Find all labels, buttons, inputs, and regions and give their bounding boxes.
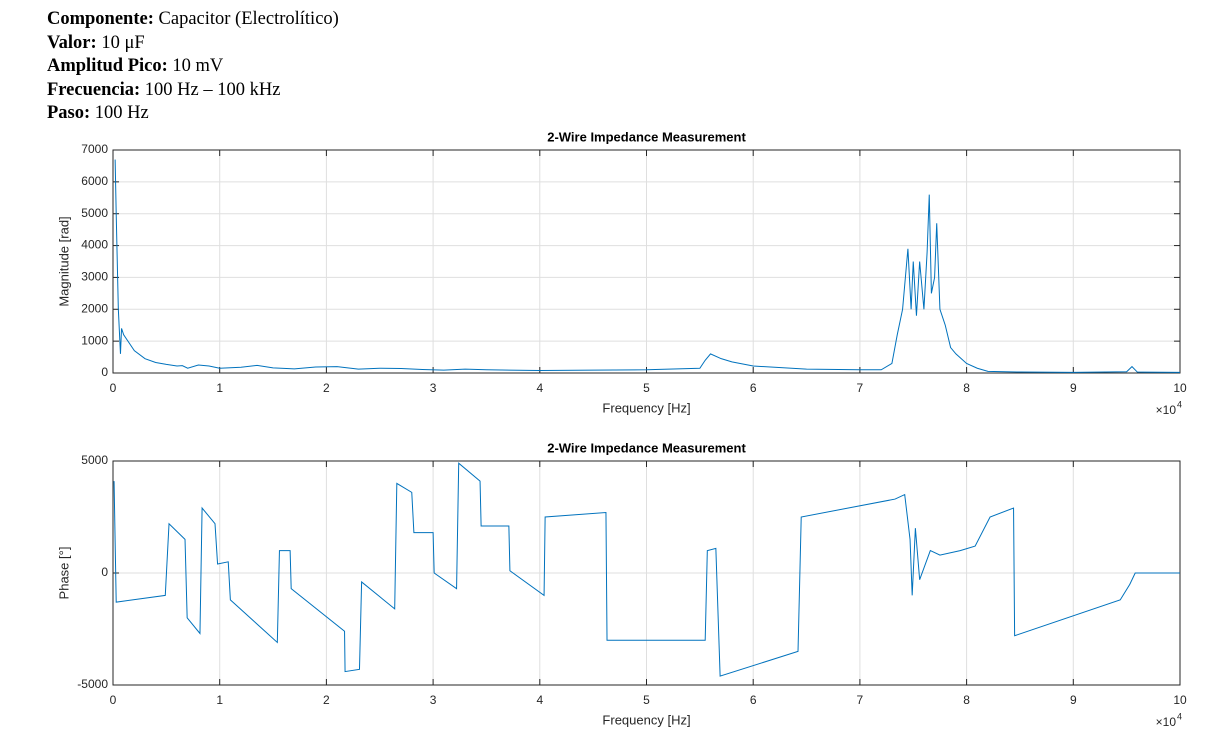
y-tick-label: 5000 <box>81 206 108 220</box>
x-tick-label: 9 <box>1070 381 1077 395</box>
x-tick-label: 10 <box>1173 381 1187 395</box>
header-line: Valor: 10 μF <box>47 32 339 56</box>
axis-multiplier-exponent: 4 <box>1177 711 1182 721</box>
x-tick-label: 1 <box>216 693 223 707</box>
x-tick-label: 4 <box>536 693 543 707</box>
header-line: Componente: Capacitor (Electrolítico) <box>47 8 339 32</box>
axis-multiplier: ×10 <box>1156 403 1177 417</box>
x-tick-label: 9 <box>1070 693 1077 707</box>
x-tick-label: 8 <box>963 693 970 707</box>
x-tick-label: 6 <box>750 381 757 395</box>
field-label: Amplitud Pico: <box>47 56 168 77</box>
y-tick-label: 5000 <box>81 453 108 467</box>
field-value: 100 Hz <box>94 103 149 124</box>
y-tick-label: -5000 <box>77 677 108 691</box>
x-tick-label: 0 <box>110 693 117 707</box>
chart-title: 2-Wire Impedance Measurement <box>547 129 746 144</box>
y-tick-label: 6000 <box>81 174 108 188</box>
y-tick-label: 1000 <box>81 333 108 347</box>
plot-frame <box>112 149 1181 374</box>
x-tick-label: 5 <box>643 693 650 707</box>
x-axis-label: Frequency [Hz] <box>602 400 690 415</box>
field-value: Capacitor (Electrolítico) <box>158 9 339 29</box>
y-axis-label: Magnitude [rad] <box>56 216 71 306</box>
y-tick-label: 0 <box>101 565 108 579</box>
header-line: Amplitud Pico: 10 mV <box>47 55 339 79</box>
field-label: Paso: <box>47 103 91 124</box>
y-axis-label: Phase [°] <box>56 547 71 600</box>
x-tick-label: 3 <box>430 381 437 395</box>
field-value: 10 mV <box>172 56 224 77</box>
header-line: Frecuencia: 100 Hz – 100 kHz <box>47 79 339 103</box>
x-tick-label: 2 <box>323 381 330 395</box>
y-tick-label: 0 <box>101 365 108 379</box>
data-line <box>114 159 1181 373</box>
x-tick-label: 5 <box>643 381 650 395</box>
x-tick-label: 7 <box>857 381 864 395</box>
x-tick-label: 7 <box>857 693 864 707</box>
field-label: Valor: <box>47 32 97 53</box>
y-tick-label: 2000 <box>81 301 108 315</box>
x-tick-label: 10 <box>1173 693 1187 707</box>
axis-multiplier-exponent: 4 <box>1177 399 1182 409</box>
chart-title: 2-Wire Impedance Measurement <box>547 440 746 455</box>
header-line: Paso: 100 Hz <box>47 102 339 126</box>
x-tick-label: 4 <box>536 381 543 395</box>
x-tick-label: 3 <box>430 693 437 707</box>
x-tick-label: 0 <box>110 381 117 395</box>
field-label: Frecuencia: <box>47 79 141 100</box>
y-tick-label: 3000 <box>81 270 108 284</box>
field-value: 10 μF <box>101 32 145 53</box>
field-value: 100 Hz – 100 kHz <box>144 79 281 100</box>
y-tick-label: 4000 <box>81 238 108 252</box>
y-tick-label: 7000 <box>81 142 108 156</box>
x-tick-label: 8 <box>963 381 970 395</box>
axis-multiplier: ×10 <box>1156 715 1177 729</box>
x-axis-label: Frequency [Hz] <box>602 712 690 727</box>
x-tick-label: 1 <box>216 381 223 395</box>
x-tick-label: 2 <box>323 693 330 707</box>
field-label: Componente: <box>47 9 154 29</box>
data-line <box>113 462 1180 677</box>
x-tick-label: 6 <box>750 693 757 707</box>
header: Componente: Capacitor (Electrolítico) Val… <box>47 8 339 126</box>
